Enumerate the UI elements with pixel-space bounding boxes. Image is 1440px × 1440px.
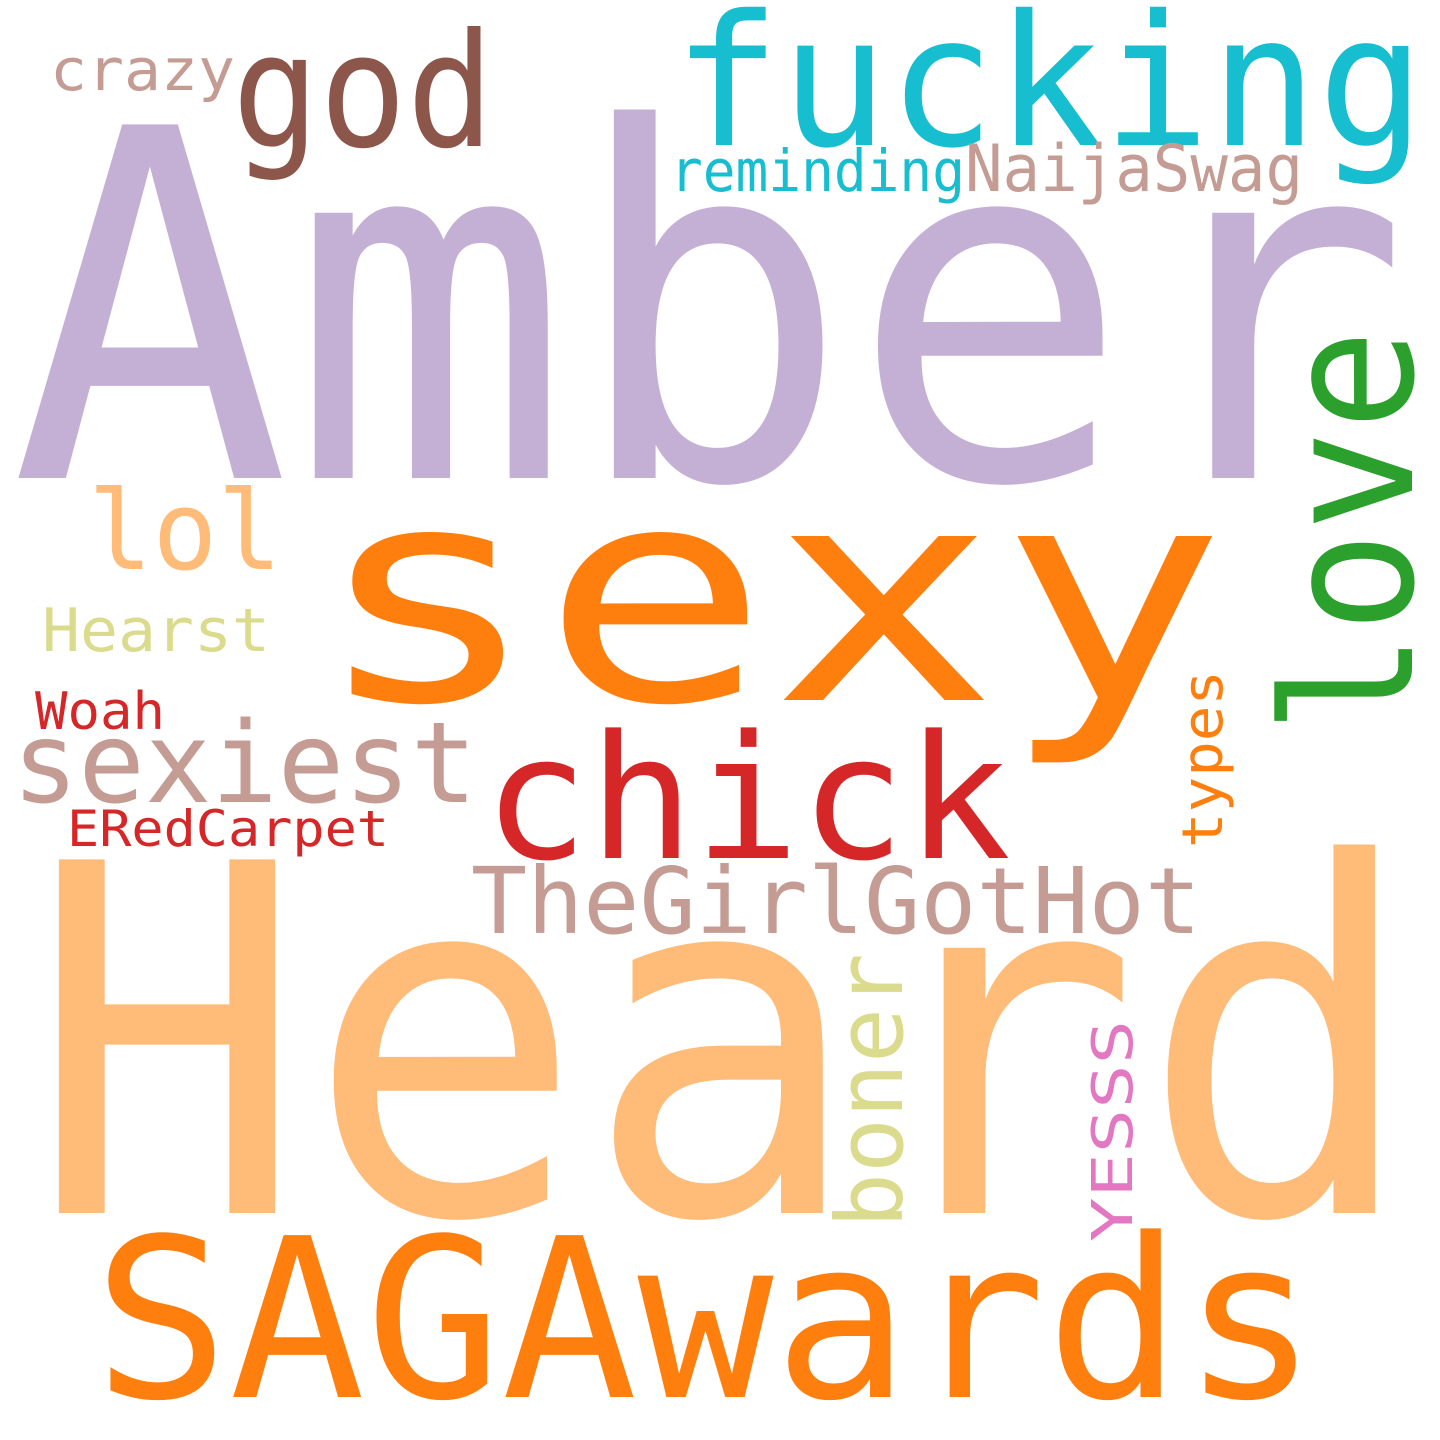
- word-naijaswag: NaijaSwag: [965, 132, 1303, 207]
- word-yesss: YESSS: [1081, 1020, 1146, 1242]
- word-woah: Woah: [35, 682, 165, 742]
- word-god: god: [232, 0, 494, 184]
- word-heard: Heard: [28, 764, 1418, 1328]
- word-hearst: Hearst: [42, 596, 270, 666]
- word-types: types: [1171, 670, 1236, 848]
- word-sagawards: SAGAwards: [93, 1192, 1318, 1440]
- word-eredcarpet: ERedCarpet: [67, 800, 389, 858]
- word-sexiest: sexiest: [12, 699, 477, 829]
- word-sexy: sexy: [312, 422, 1227, 771]
- word-boner: boner: [817, 953, 924, 1228]
- word-reminding: reminding: [670, 137, 965, 205]
- word-crazy: crazy: [50, 36, 235, 104]
- word-thegirlgothot: TheGirlGotHot: [471, 848, 1201, 955]
- word-fucking: fucking: [673, 0, 1425, 188]
- word-chick: chick: [483, 698, 1011, 899]
- word-love: love: [1246, 329, 1440, 734]
- word-amber: Amber: [10, 29, 1410, 593]
- word-lol: lol: [88, 467, 282, 595]
